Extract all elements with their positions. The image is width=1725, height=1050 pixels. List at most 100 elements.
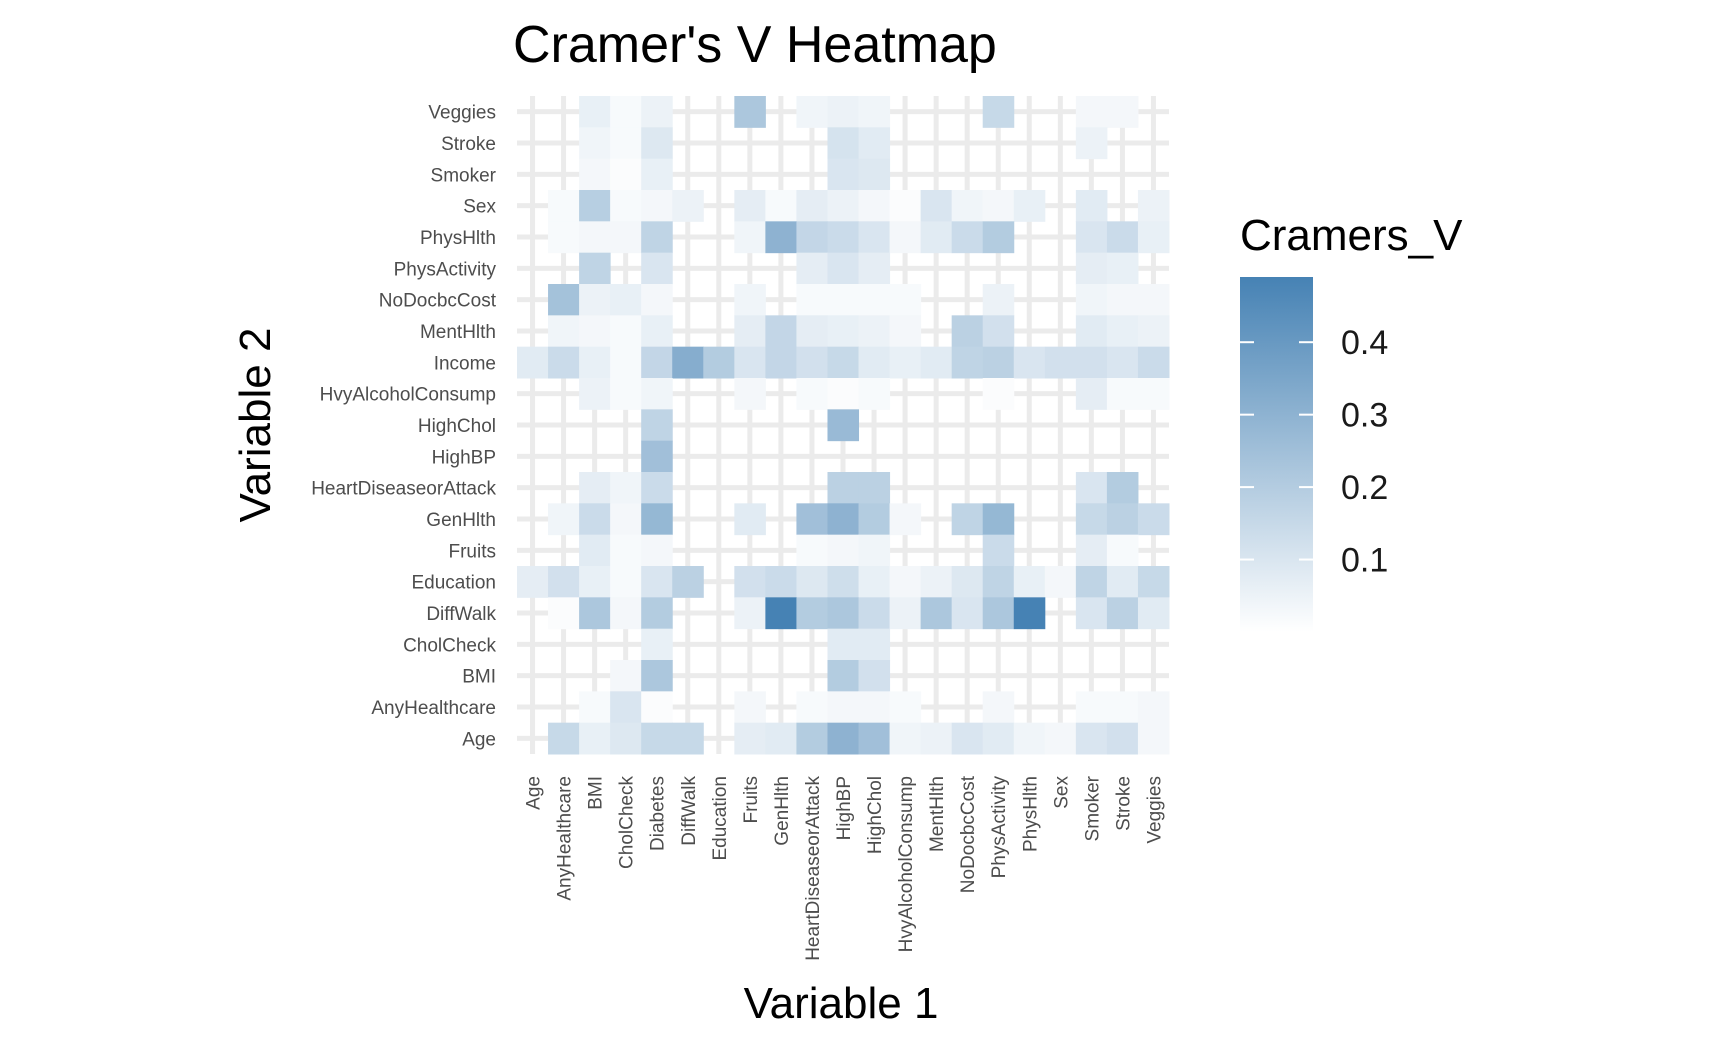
y-tick-label: CholCheck: [403, 635, 496, 656]
heatmap-cell: [982, 346, 1015, 379]
heatmap-cell: [672, 566, 704, 598]
heatmap-cell: [641, 190, 673, 222]
heatmap-cell: [889, 597, 922, 630]
heatmap-cell: [982, 691, 1015, 724]
heatmap-cell: [1106, 597, 1139, 630]
heatmap-cell: [610, 503, 642, 536]
heatmap-cell: [641, 722, 673, 755]
heatmap-cell: [920, 722, 953, 755]
heatmap-cell: [641, 472, 673, 504]
heatmap-cell: [858, 722, 891, 755]
heatmap-cell: [641, 346, 673, 379]
heatmap-cell: [641, 315, 673, 348]
y-tick-label: HighChol: [418, 416, 496, 437]
heatmap-cell: [1106, 284, 1139, 316]
y-tick-label: DiffWalk: [426, 604, 496, 625]
heatmap-cell: [579, 722, 611, 755]
heatmap-cell: [579, 566, 611, 598]
heatmap-cell: [1075, 503, 1108, 536]
heatmap-cell: [827, 472, 860, 504]
heatmap-cell: [734, 503, 766, 536]
heatmap-cell: [765, 722, 797, 755]
heatmap-cell: [827, 566, 860, 598]
heatmap-cell: [982, 566, 1015, 598]
heatmap-cell: [1044, 722, 1077, 755]
legend-tick-label: 0.4: [1341, 324, 1388, 362]
heatmap-cell: [1106, 722, 1139, 755]
heatmap-cell: [1075, 722, 1108, 755]
y-tick-label: GenHlth: [426, 510, 496, 531]
heatmap-cell: [734, 691, 766, 724]
heatmap-cell: [827, 96, 860, 128]
heatmap-cell: [796, 691, 828, 724]
heatmap-cell: [610, 472, 642, 504]
x-axis-title: Variable 1: [744, 979, 939, 1028]
heatmap-cell: [858, 346, 891, 379]
y-tick-label: Income: [434, 353, 496, 374]
heatmap-cell: [1106, 96, 1139, 128]
heatmap-cell: [982, 534, 1015, 567]
heatmap-cell: [1075, 534, 1108, 567]
y-tick-label: PhysActivity: [394, 259, 497, 280]
heatmap-cell: [610, 96, 642, 128]
heatmap-cell: [765, 190, 797, 222]
heatmap-cell: [827, 691, 860, 724]
heatmap-cell: [827, 378, 860, 410]
heatmap-cell: [1137, 346, 1170, 379]
heatmap-cell: [579, 190, 611, 222]
heatmap-cell: [672, 346, 704, 379]
heatmap-cell: [1137, 378, 1170, 410]
heatmap-cell: [796, 378, 828, 410]
y-tick-label: MentHlth: [420, 322, 496, 343]
heatmap-cell: [548, 190, 580, 222]
heatmap-cell: [641, 597, 673, 630]
heatmap-cell: [982, 722, 1015, 755]
heatmap-cell: [858, 566, 891, 598]
heatmap-cell: [858, 628, 891, 661]
heatmap-cell: [796, 284, 828, 316]
heatmap-cell: [1106, 346, 1139, 379]
heatmap-cell: [827, 503, 860, 536]
heatmap-cell: [982, 597, 1015, 630]
heatmap-cell: [858, 503, 891, 536]
y-tick-label: BMI: [462, 667, 496, 688]
heatmap-cell: [579, 503, 611, 536]
heatmap-cell: [858, 284, 891, 316]
heatmap-cell: [1075, 252, 1108, 285]
heatmap-cell: [827, 158, 860, 191]
legend: Cramers_V 0.1 0.2 0.3 0.4: [1240, 211, 1463, 632]
heatmap-cell: [1075, 315, 1108, 348]
heatmap-cell: [610, 566, 642, 598]
heatmap-cell: [827, 315, 860, 348]
heatmap-cell: [1044, 346, 1077, 379]
heatmap-cell: [1013, 597, 1046, 630]
heatmap-cell: [796, 190, 828, 222]
x-tick-label: Diabetes: [648, 776, 669, 851]
heatmap-cell: [579, 534, 611, 567]
heatmap-cell: [1075, 96, 1108, 128]
heatmap-cell: [920, 597, 953, 630]
heatmap-cell: [827, 722, 860, 755]
heatmap-cell: [1106, 691, 1139, 724]
heatmap-cell: [703, 346, 735, 379]
x-tick-label: AnyHealthcare: [555, 776, 576, 901]
heatmap-cell: [579, 378, 611, 410]
heatmap-cell: [858, 315, 891, 348]
y-tick-label: Veggies: [428, 103, 496, 124]
heatmap-cell: [765, 346, 797, 379]
heatmap-cell: [1137, 284, 1170, 316]
y-tick-labels: Age AnyHealthcare BMI CholCheck DiffWalk Educ…: [311, 103, 497, 751]
heatmap-cell: [579, 315, 611, 348]
heatmap-cell: [641, 409, 673, 442]
heatmap-cell: [827, 409, 860, 442]
heatmap-cell: [765, 315, 797, 348]
heatmap-cell: [858, 378, 891, 410]
x-tick-label: Smoker: [1082, 775, 1103, 841]
heatmap-cell: [827, 346, 860, 379]
heatmap-cell: [1137, 315, 1170, 348]
heatmap-cell: [610, 597, 642, 630]
heatmap-cell: [858, 158, 891, 191]
heatmap-cell: [982, 190, 1015, 222]
y-tick-label: AnyHealthcare: [371, 698, 496, 719]
heatmap-cell: [610, 660, 642, 692]
